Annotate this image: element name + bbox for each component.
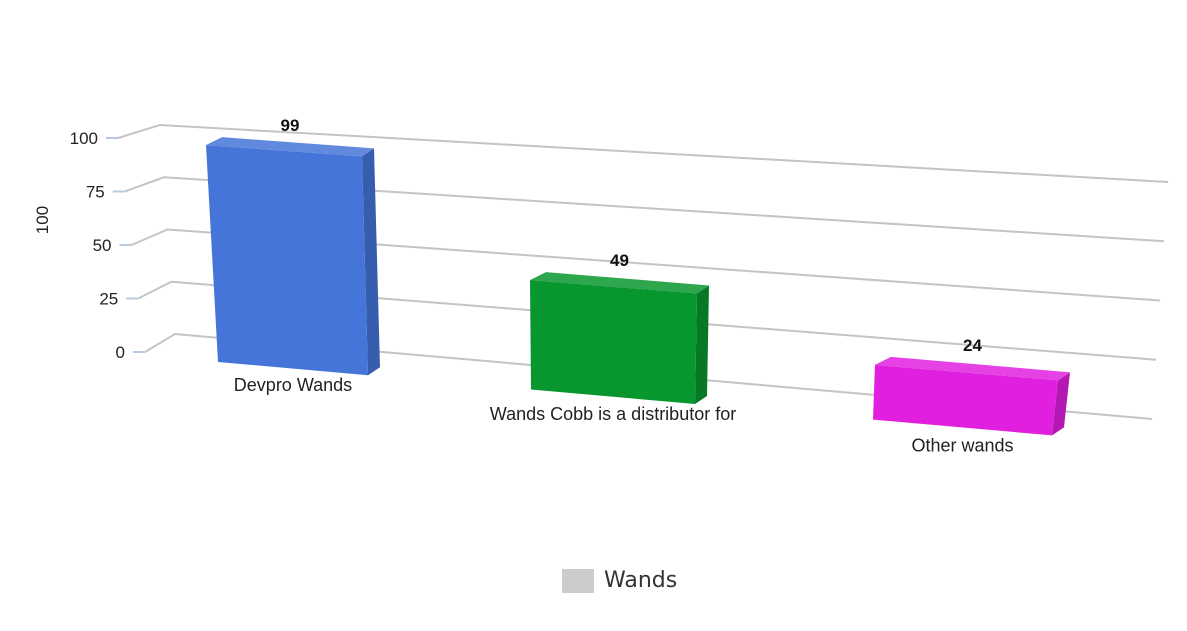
y-tick-label: 0 <box>116 343 125 362</box>
data-label: 99 <box>281 116 300 135</box>
bar: 99 Devpro Wands <box>206 116 380 395</box>
bar-side <box>362 148 380 376</box>
gridline <box>144 332 1153 420</box>
gridlines <box>117 123 1169 420</box>
legend[interactable]: Wands <box>562 568 677 593</box>
bar-front <box>206 145 368 376</box>
y-tick-label: 100 <box>70 129 98 148</box>
bars: 99 Devpro Wands 49 Wands Cobb is a distribu… <box>206 116 1070 455</box>
category-label: Other wands <box>911 435 1013 455</box>
gridline <box>124 176 1165 243</box>
bar-top <box>530 272 709 294</box>
data-label: 24 <box>963 336 982 355</box>
bar: 24 Other wands <box>873 336 1070 455</box>
category-label: Wands Cobb is a distributor for <box>490 404 736 424</box>
y-axis-label: 100 <box>33 206 52 234</box>
data-label: 49 <box>610 251 629 270</box>
bar: 49 Wands Cobb is a distributor for <box>490 251 736 424</box>
category-label: Devpro Wands <box>234 375 352 395</box>
bar-top <box>875 356 1070 381</box>
bar-side <box>695 285 709 404</box>
bar-front <box>873 364 1058 436</box>
y-tick-label: 50 <box>93 236 112 255</box>
bar-top <box>206 137 374 157</box>
y-tick-label: 25 <box>99 290 118 309</box>
gridline <box>131 228 1161 302</box>
y-axis-ticks: 0 25 50 75 100 <box>70 129 145 362</box>
legend-swatch <box>562 568 594 593</box>
bar-front <box>530 280 697 404</box>
y-tick-label: 75 <box>86 183 105 202</box>
gridline <box>137 280 1157 361</box>
legend-label: Wands <box>604 568 678 593</box>
gridline <box>117 123 1169 183</box>
bar-side <box>1052 372 1070 436</box>
